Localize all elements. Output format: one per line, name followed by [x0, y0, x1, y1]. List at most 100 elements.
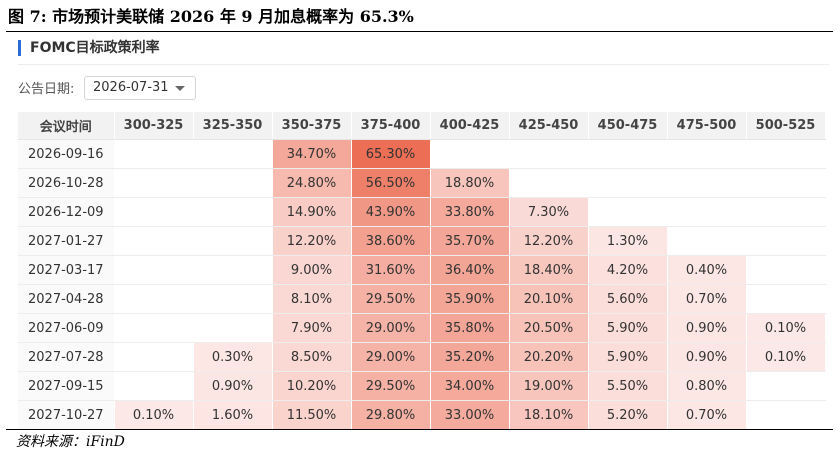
probability-cell: 20.50% — [509, 313, 589, 343]
probability-cell — [114, 284, 194, 314]
probability-cell: 0.30% — [193, 342, 273, 372]
table-row: 2027-03-17 9.00% 31.60% 36.40% 18.40% 4.20% 0.… — [18, 255, 826, 285]
announcement-date-label: 公告日期: — [18, 82, 75, 97]
top-rule — [6, 31, 833, 32]
probability-cell: 20.20% — [509, 342, 589, 372]
meeting-date-cell: 2027-04-28 — [18, 284, 115, 314]
probability-cell — [746, 139, 826, 169]
probability-cell: 1.60% — [193, 400, 273, 430]
probability-cell — [588, 197, 668, 227]
probability-cell: 35.20% — [430, 342, 510, 372]
probability-cell — [193, 284, 273, 314]
probability-cell: 8.50% — [272, 342, 352, 372]
meeting-date-cell: 2026-12-09 — [18, 197, 115, 227]
meeting-date-cell: 2026-10-28 — [18, 168, 115, 198]
probability-cell: 29.50% — [351, 284, 431, 314]
probability-cell — [193, 168, 273, 198]
probability-cell: 19.00% — [509, 371, 589, 401]
probability-cell — [509, 139, 589, 169]
probability-cell — [193, 226, 273, 256]
probability-cell — [114, 342, 194, 372]
probability-cell — [746, 197, 826, 227]
probability-cell: 5.90% — [588, 313, 668, 343]
column-header-rate-range: 475-500 — [667, 112, 747, 140]
probability-cell: 20.10% — [509, 284, 589, 314]
table-row: 2027-10-27 0.10% 1.60% 11.50% 29.80% 33.00% 18… — [18, 400, 826, 430]
probability-cell: 11.50% — [272, 400, 352, 430]
probability-cell: 18.40% — [509, 255, 589, 285]
probability-cell: 56.50% — [351, 168, 431, 198]
bottom-rule — [6, 429, 833, 430]
probability-cell — [667, 168, 747, 198]
panel-divider — [18, 64, 829, 65]
probability-cell: 5.50% — [588, 371, 668, 401]
probability-cell — [667, 197, 747, 227]
probability-cell: 14.90% — [272, 197, 352, 227]
probability-cell: 38.60% — [351, 226, 431, 256]
probability-cell — [114, 139, 194, 169]
source-note: 资料来源：iFinD — [16, 434, 125, 450]
probability-cell: 12.20% — [272, 226, 352, 256]
probability-cell: 7.90% — [272, 313, 352, 343]
column-header-meeting-date: 会议时间 — [18, 112, 115, 140]
probability-cell — [509, 168, 589, 198]
probability-cell — [193, 313, 273, 343]
probability-cell — [193, 255, 273, 285]
table-row: 2026-09-16 34.70% 65.30% — [18, 139, 826, 169]
probability-cell — [746, 226, 826, 256]
probability-cell: 36.40% — [430, 255, 510, 285]
meeting-date-cell: 2027-03-17 — [18, 255, 115, 285]
table-header-row: 会议时间 300-325 325-350 350-375 375-400 400-425 4… — [18, 112, 826, 140]
probability-cell: 29.00% — [351, 313, 431, 343]
probability-cell: 0.40% — [667, 255, 747, 285]
probability-cell — [588, 139, 668, 169]
probability-cell: 5.90% — [588, 342, 668, 372]
probability-cell: 0.70% — [667, 400, 747, 430]
panel-title-text: FOMC目标政策利率 — [30, 40, 160, 56]
table-row: 2027-07-28 0.30% 8.50% 29.00% 35.20% 20.20% 5.… — [18, 342, 826, 372]
probability-cell: 18.10% — [509, 400, 589, 430]
probability-cell — [114, 168, 194, 198]
probability-cell: 35.80% — [430, 313, 510, 343]
probability-cell: 29.00% — [351, 342, 431, 372]
probability-cell: 12.20% — [509, 226, 589, 256]
probability-cell: 34.00% — [430, 371, 510, 401]
table-row: 2026-10-28 24.80% 56.50% 18.80% — [18, 168, 826, 198]
probability-cell: 0.70% — [667, 284, 747, 314]
column-header-rate-range: 425-450 — [509, 112, 589, 140]
table-row: 2027-09-15 0.90% 10.20% 29.50% 34.00% 19.00% 5… — [18, 371, 826, 401]
probability-cell — [746, 168, 826, 198]
table-row: 2027-01-27 12.20% 38.60% 35.70% 12.20% 1.30% — [18, 226, 826, 256]
announcement-date-value: 2026-07-31 — [93, 80, 169, 95]
probability-cell: 0.90% — [193, 371, 273, 401]
probability-cell: 29.50% — [351, 371, 431, 401]
probability-cell: 0.10% — [746, 342, 826, 372]
meeting-date-cell: 2027-07-28 — [18, 342, 115, 372]
probability-cell — [114, 371, 194, 401]
meeting-date-cell: 2027-09-15 — [18, 371, 115, 401]
probability-cell — [193, 139, 273, 169]
probability-cell — [746, 371, 826, 401]
table-row: 2027-04-28 8.10% 29.50% 35.90% 20.10% 5.60% 0.… — [18, 284, 826, 314]
probability-cell: 0.10% — [114, 400, 194, 430]
table-row: 2027-06-09 7.90% 29.00% 35.80% 20.50% 5.90% 0.… — [18, 313, 826, 343]
probability-cell: 33.00% — [430, 400, 510, 430]
probability-cell: 35.70% — [430, 226, 510, 256]
column-header-rate-range: 450-475 — [588, 112, 668, 140]
probability-cell: 0.10% — [746, 313, 826, 343]
probability-cell — [746, 284, 826, 314]
probability-cell: 7.30% — [509, 197, 589, 227]
probability-cell — [430, 139, 510, 169]
probability-cell: 1.30% — [588, 226, 668, 256]
announcement-date-select[interactable]: 2026-07-31 — [84, 76, 196, 100]
chevron-down-icon[interactable] — [175, 86, 185, 91]
probability-cell: 29.80% — [351, 400, 431, 430]
probability-cell — [114, 313, 194, 343]
meeting-date-cell: 2027-10-27 — [18, 400, 115, 430]
probability-cell: 8.10% — [272, 284, 352, 314]
probability-cell: 65.30% — [351, 139, 431, 169]
probability-cell: 35.90% — [430, 284, 510, 314]
column-header-rate-range: 300-325 — [114, 112, 194, 140]
probability-cell: 24.80% — [272, 168, 352, 198]
figure-title: 图 7: 市场预计美联储 2026 年 9 月加息概率为 65.3% — [8, 7, 414, 26]
